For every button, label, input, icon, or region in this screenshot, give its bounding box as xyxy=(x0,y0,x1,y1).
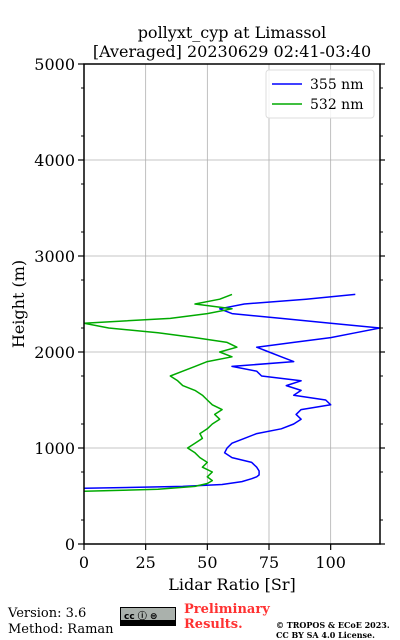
lidar-ratio-chart: pollyxt_cyp at Limassol [Averaged] 20230… xyxy=(9,23,385,594)
version-text: Version: 3.6 xyxy=(8,606,87,621)
series-layer xyxy=(84,293,380,492)
legend-label-532: 532 nm xyxy=(310,97,363,113)
y-tick-label: 2000 xyxy=(34,343,75,362)
chart-title-line1: pollyxt_cyp at Limassol xyxy=(138,23,327,42)
x-tick-label: 50 xyxy=(197,553,217,572)
series-line xyxy=(84,293,238,492)
legend-box xyxy=(265,69,375,119)
chart-title-line2: [Averaged] 20230629 02:41-03:40 xyxy=(93,42,371,61)
y-tick-label: 1000 xyxy=(34,439,75,458)
x-axis-label: Lidar Ratio [Sr] xyxy=(168,575,296,594)
y-tick-label: 0 xyxy=(65,535,75,554)
preliminary-results-label: Preliminary Results. xyxy=(184,602,270,632)
legend: 355 nm 532 nm xyxy=(265,69,375,119)
plot-frame xyxy=(83,63,381,545)
method-text: Method: Raman xyxy=(8,622,114,637)
footer-info: Version: 3.6 Method: Raman xyxy=(8,606,114,638)
legend-label-355: 355 nm xyxy=(310,77,363,93)
x-tick-label: 25 xyxy=(135,553,155,572)
copyright-license: © TROPOS & ECoE 2023. CC BY SA 4.0 Licen… xyxy=(276,620,390,640)
x-tick-label: 75 xyxy=(259,553,279,572)
cc-badge-text: cc ⓘ ⊜ xyxy=(124,612,158,622)
cc-license-icon: cc ⓘ ⊜ xyxy=(120,607,176,626)
y-axis-label: Height (m) xyxy=(9,260,28,348)
series-line xyxy=(84,293,380,490)
grid xyxy=(83,63,380,545)
y-tick-label: 3000 xyxy=(34,247,75,266)
x-tick-label: 0 xyxy=(79,553,89,572)
y-tick-label: 5000 xyxy=(34,55,75,74)
x-tick-label: 100 xyxy=(315,553,346,572)
y-tick-label: 4000 xyxy=(34,151,75,170)
